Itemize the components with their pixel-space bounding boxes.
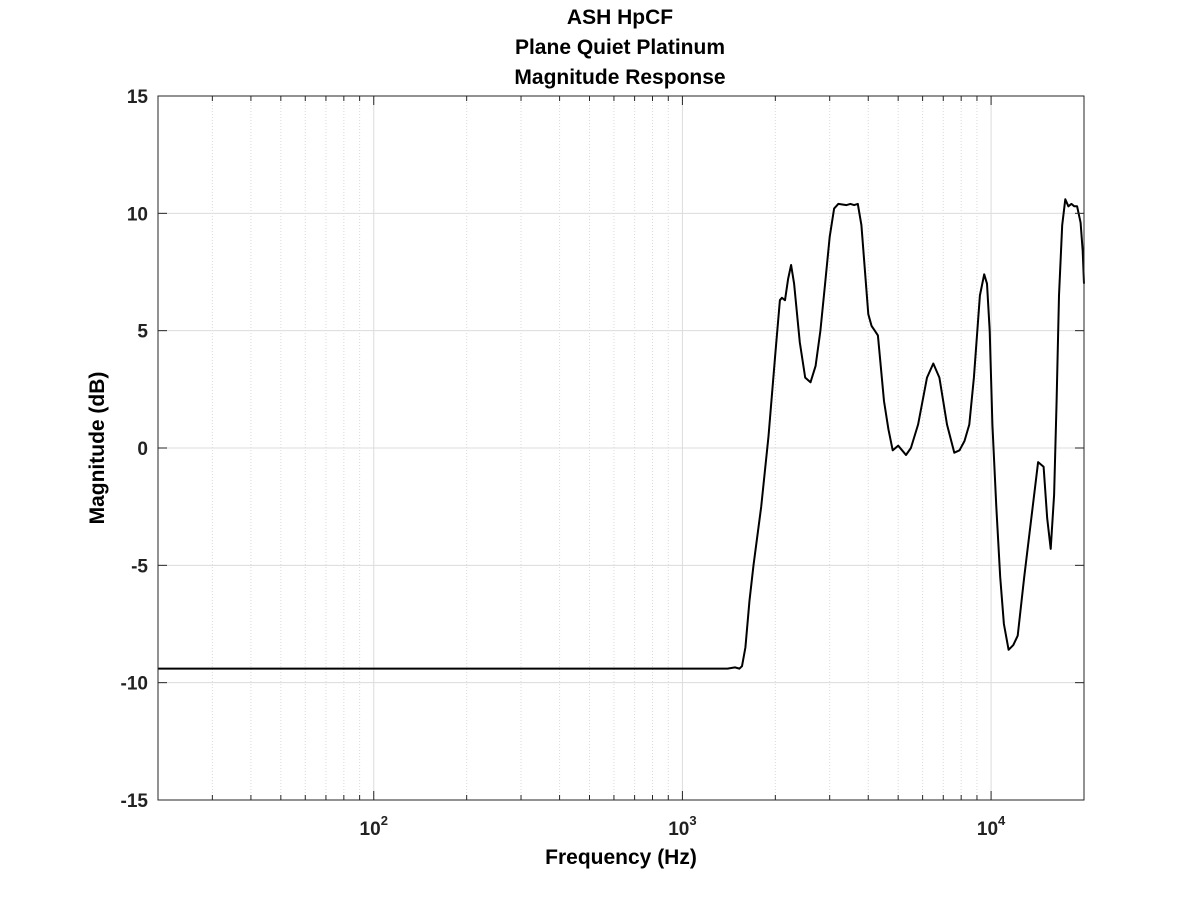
y-tick-label: 0 (137, 439, 148, 460)
grid (158, 96, 1084, 800)
y-tick-label: 15 (127, 87, 149, 108)
chart-title-line-3: Magnitude Response (514, 66, 726, 89)
series-lines (158, 198, 1085, 670)
y-tick-label: -10 (121, 674, 148, 695)
y-tick-label: -5 (131, 556, 148, 577)
y-tick-label: 5 (137, 322, 148, 343)
y-tick-label: -15 (121, 791, 149, 812)
tick-labels: -15 -10 -5 0 5 10 15 102 103 104 (121, 87, 1007, 840)
x-tick-label: 102 (360, 813, 388, 840)
axes (157, 95, 1085, 801)
series-line (158, 198, 1085, 670)
x-tick-label: 104 (977, 813, 1006, 840)
x-axis-label: Frequency (Hz) (545, 846, 697, 869)
y-axis-label: Magnitude (dB) (86, 371, 109, 525)
chart-title-line-1: ASH HpCF (566, 6, 674, 29)
y-tick-label: 10 (127, 204, 148, 225)
chart-title-line-2: Plane Quiet Platinum (514, 36, 726, 59)
x-tick-label: 103 (668, 813, 696, 840)
